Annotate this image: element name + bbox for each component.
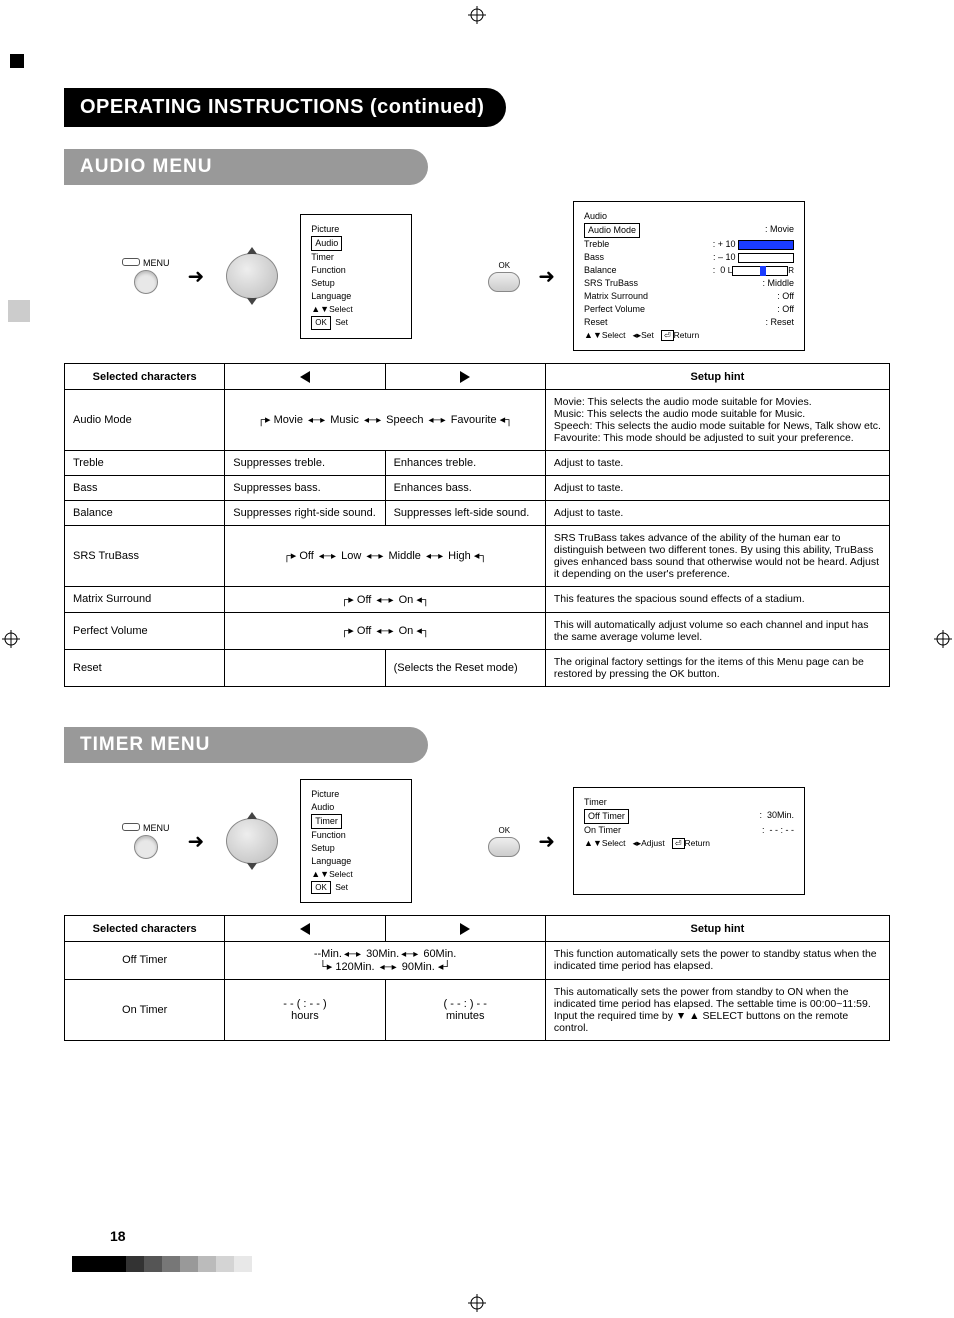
remote-ok-button: OK [488, 826, 520, 857]
timer-table: Selected charactersSetup hintOff Timer--… [64, 915, 890, 1040]
arrow-icon: ➜ [538, 829, 555, 854]
remote-dpad [222, 249, 282, 303]
ok-label: OK [498, 826, 510, 835]
section-audio-title: AUDIO MENU [64, 149, 428, 185]
registration-mark-left [2, 630, 20, 648]
remote-menu-button: MENU [122, 258, 170, 294]
arrow-icon: ➜ [188, 829, 205, 854]
menu-label: MENU [143, 258, 170, 268]
arrow-icon: ➜ [188, 264, 205, 289]
osd-main-menu: PictureAudioTimerFunctionSetupLanguage▲▼… [300, 214, 412, 339]
remote-dpad [222, 814, 282, 868]
osd-timer-detail: TimerOff Timer: 30Min.On Timer: - - : - … [573, 787, 805, 895]
registration-mark-top [468, 6, 486, 24]
osd-audio-detail: AudioAudio Mode: MovieTreble: + 10 Bass:… [573, 201, 805, 351]
timer-flow: MENU ➜ PictureAudioTimerFunctionSetupLan… [64, 779, 890, 904]
footer-grayscale-bar [72, 1256, 252, 1272]
audio-flow: MENU ➜ PictureAudioTimerFunctionSetupLan… [64, 201, 890, 351]
registration-mark-right [934, 630, 952, 648]
registration-mark-bottom [468, 1294, 486, 1312]
osd-main-menu-timer: PictureAudioTimerFunctionSetupLanguage▲▼… [300, 779, 412, 904]
menu-label: MENU [143, 823, 170, 833]
arrow-icon: ➜ [538, 264, 555, 289]
side-gray-square [8, 300, 30, 322]
crop-mark-tl [10, 54, 24, 68]
remote-ok-button: OK [488, 261, 520, 292]
page: OPERATING INSTRUCTIONS (continued) AUDIO… [0, 0, 954, 1318]
remote-menu-button: MENU [122, 823, 170, 859]
page-number: 18 [110, 1228, 126, 1244]
page-title: OPERATING INSTRUCTIONS (continued) [64, 88, 506, 127]
audio-table: Selected charactersSetup hintAudio Mode┌… [64, 363, 890, 686]
section-timer-title: TIMER MENU [64, 727, 428, 763]
ok-label: OK [498, 261, 510, 270]
